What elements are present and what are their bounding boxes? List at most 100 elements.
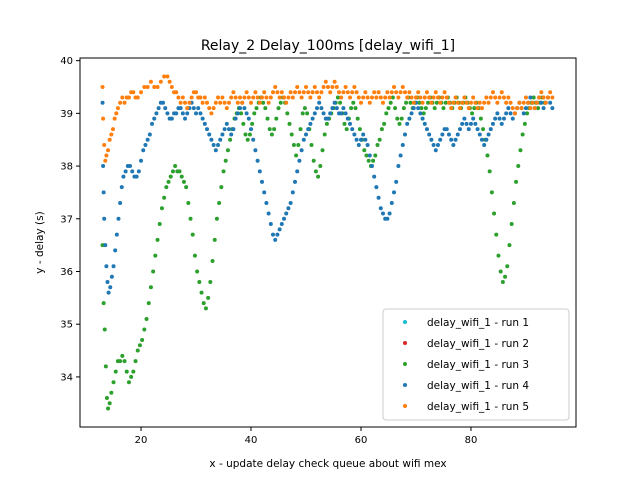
data-point [115,106,120,111]
data-point [277,227,282,232]
data-point [536,106,541,111]
data-point [261,100,266,105]
data-point [103,243,108,248]
data-point [351,100,356,105]
data-point [282,95,287,100]
data-point [139,90,144,95]
data-point [121,174,126,179]
data-point [266,211,271,216]
data-point [109,132,114,137]
data-point [243,132,248,137]
data-point [118,100,123,105]
data-point [519,106,524,111]
data-point [350,127,355,132]
data-point [342,121,347,126]
data-point [466,127,471,132]
data-point [394,179,399,184]
data-point [158,79,163,84]
data-point [279,90,284,95]
legend-label: delay_wifi_1 - run 4 [427,380,529,392]
data-point [250,121,255,126]
data-point [253,148,258,153]
data-point [166,179,171,184]
data-point [262,190,267,195]
data-point [209,137,214,142]
data-point [528,106,533,111]
data-point [523,106,528,111]
data-point [298,127,303,132]
data-point [223,158,228,163]
legend-marker [403,341,407,345]
data-point [506,95,511,100]
data-point [315,106,319,111]
data-point [137,343,142,348]
data-point [169,116,174,121]
data-point [107,401,112,406]
data-point [516,164,521,169]
data-point [194,111,199,116]
legend-entries: delay_wifi_1 - run 1 delay_wifi_1 - run 2… [403,317,529,413]
data-point [189,95,194,100]
data-point [490,90,495,95]
data-point [341,90,346,95]
data-point [106,406,111,411]
data-point [254,106,259,111]
data-point [344,127,349,132]
data-point [541,106,546,111]
data-point [120,353,125,358]
data-point [382,121,387,126]
data-point [358,100,363,105]
data-point [246,116,251,121]
data-point [364,153,369,158]
data-point [389,200,394,205]
data-point [118,359,123,364]
data-point [126,95,131,100]
data-point [363,137,368,142]
data-point [131,90,136,95]
data-point [284,211,289,216]
data-point [444,95,449,100]
data-point [350,90,355,95]
legend-marker [403,362,407,366]
data-point [442,90,447,95]
data-point [105,280,110,285]
data-point [356,142,361,147]
data-point [304,132,308,137]
data-point [107,137,112,142]
data-point [306,127,311,132]
data-point [326,84,330,89]
data-point [198,95,203,100]
data-point [306,90,311,95]
y-tick-label: 34 [60,372,73,383]
data-point [195,269,200,274]
data-point [354,90,359,95]
data-point [385,216,390,221]
data-point [482,142,487,147]
data-point [338,100,343,105]
data-point [343,84,348,89]
data-point [332,100,337,105]
data-point [321,111,326,116]
data-point [162,195,167,200]
y-axis-label: y - delay (s) [34,211,46,273]
data-point [419,106,424,111]
data-point [422,121,427,126]
data-point [429,137,434,142]
data-point [111,380,116,385]
data-point [210,258,215,263]
data-point [341,106,346,111]
data-point [404,100,409,105]
data-point [288,90,293,95]
data-point [323,79,328,84]
data-point [271,232,276,237]
data-point [358,137,363,142]
data-point [455,132,460,137]
data-point [369,164,374,169]
chart-title: Relay_2 Delay_100ms [delay_wifi_1] [201,38,455,54]
legend-label: delay_wifi_1 - run 2 [427,338,529,350]
data-point [449,137,454,142]
data-point [296,142,301,147]
data-point [233,116,238,121]
data-point [288,200,293,205]
data-point [511,200,516,205]
